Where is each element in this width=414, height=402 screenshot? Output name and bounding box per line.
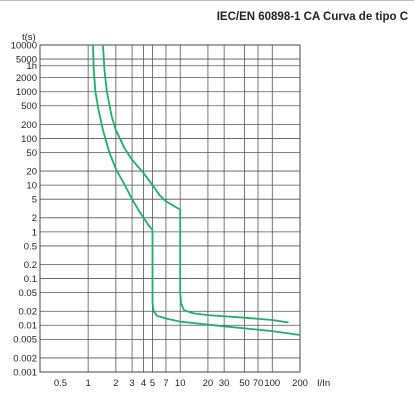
y-tick-label: 2000	[16, 73, 37, 84]
y-tick-label: 20	[26, 166, 37, 177]
y-tick-label: 1h	[26, 61, 37, 72]
y-tick-label: 0.05	[19, 288, 38, 299]
x-tick-label: 70	[253, 378, 264, 389]
x-tick-label: 10	[175, 378, 186, 389]
y-tick-label: 0.5	[24, 241, 37, 252]
y-tick-label: 1	[32, 227, 37, 238]
x-tick-label: 50	[239, 378, 250, 389]
x-tick-label: 30	[219, 378, 230, 389]
x-tick-label: 200	[292, 378, 308, 389]
chart-title: IEC/EN 60898-1 CA Curva de tipo C	[216, 11, 408, 23]
y-tick-label: 0.01	[19, 321, 38, 332]
y-tick-label: 2	[32, 213, 37, 224]
x-tick-labels: 0.5 1 2 3 4 5 7 10 20 30 50 70 100 200	[54, 378, 308, 389]
y-tick-label: 5	[32, 195, 37, 206]
y-tick-label: 500	[21, 101, 37, 112]
x-tick-label: 100	[264, 378, 280, 389]
x-tick-label: 4	[141, 378, 146, 389]
y-tick-label: 0.002	[13, 353, 37, 364]
y-tick-label: 0.02	[19, 307, 38, 318]
x-tick-label: 5	[150, 378, 155, 389]
y-tick-label: 5000	[16, 54, 37, 65]
plot-frame	[39, 44, 301, 373]
x-tick-label: 1	[85, 378, 90, 389]
y-tick-label: 1000	[16, 87, 37, 98]
x-axis-label: I/In	[317, 378, 330, 389]
x-tick-label: 0.5	[54, 378, 67, 389]
y-axis-label: t(s)	[22, 32, 36, 43]
y-tick-label: 200	[21, 120, 37, 131]
y-tick-label: 0.005	[13, 335, 37, 346]
x-tick-label: 7	[163, 378, 168, 389]
y-tick-label: 50	[26, 148, 37, 159]
trip-curve-upper	[102, 44, 289, 324]
y-tick-label: 0.2	[24, 260, 37, 271]
grid	[40, 44, 301, 373]
y-tick-label: 0.1	[24, 274, 37, 285]
trip-curve-lower	[92, 44, 301, 336]
top-divider	[0, 0, 414, 1]
series-group	[92, 44, 301, 336]
x-tick-label: 2	[113, 378, 118, 389]
y-tick-label: 0.001	[13, 367, 37, 378]
y-tick-label: 10	[26, 181, 37, 192]
x-tick-label: 20	[203, 378, 214, 389]
y-tick-label: 10000	[11, 40, 37, 51]
x-tick-label: 3	[129, 378, 134, 389]
y-tick-label: 100	[21, 134, 37, 145]
